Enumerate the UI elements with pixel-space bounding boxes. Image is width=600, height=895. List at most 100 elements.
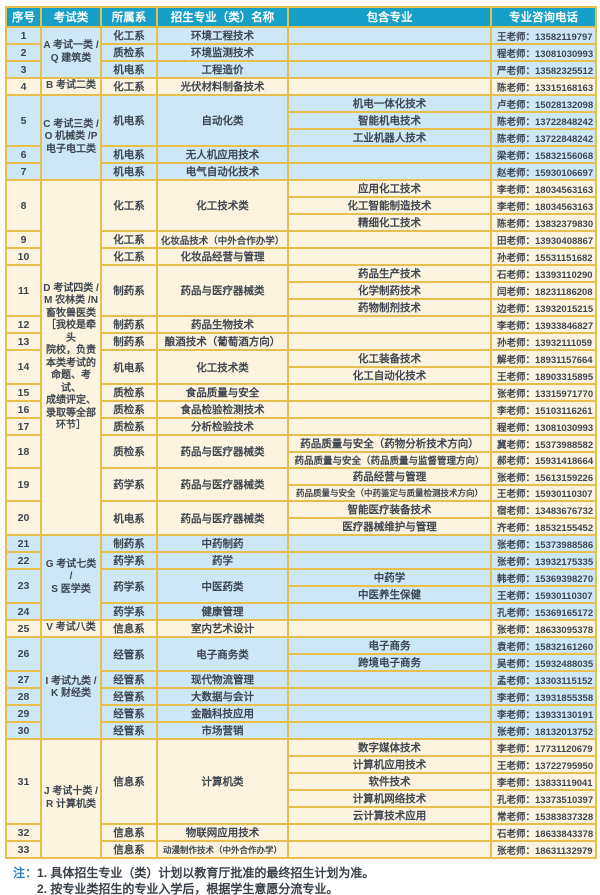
table-row: 6 机电系 无人机应用技术 梁老师：15832156068 bbox=[5, 145, 597, 164]
phone-cell: 李老师：13931855358 bbox=[490, 687, 597, 706]
phone-cell: 程老师：13081030993 bbox=[490, 417, 597, 436]
table-row: 25 V 考试八类 信息系 室内艺术设计 张老师：18633095378 bbox=[5, 619, 597, 638]
serial-cell: 23 bbox=[5, 568, 42, 604]
included-cell bbox=[287, 315, 492, 334]
table-row: 2 质检系 环境监测技术 程老师：13081030993 bbox=[5, 43, 597, 62]
included-cell bbox=[287, 687, 492, 706]
table-row: 32 信息系 物联网应用技术 石老师：18633843378 bbox=[5, 823, 597, 842]
phone-cell: 李老师：18034563163 bbox=[490, 179, 597, 198]
included-cell bbox=[287, 602, 492, 621]
serial-cell: 18 bbox=[5, 434, 42, 469]
major-cell: 分析检验技术 bbox=[156, 417, 289, 436]
department-cell: 经管系 bbox=[100, 670, 158, 689]
phone-cell: 李老师：18034563163 bbox=[490, 196, 597, 215]
col-phone: 专业咨询电话 bbox=[490, 6, 597, 28]
phone-cell: 陈老师：13722848242 bbox=[490, 128, 597, 147]
department-cell: 化工系 bbox=[100, 26, 158, 45]
table-row: 21 G 考试七类 / S 医学类 制药系 中药制药 张老师：15373988586 bbox=[5, 534, 597, 621]
col-serial: 序号 bbox=[5, 6, 42, 28]
table-row: 31 J 考试十类 / R 计算机类 信息系 计算机类 数字媒体技术 李老师：1773112… bbox=[5, 738, 597, 859]
col-major-name: 招生专业（类）名称 bbox=[156, 6, 289, 28]
major-cell: 电子商务类 bbox=[156, 636, 289, 672]
major-cell: 食品检验检测技术 bbox=[156, 400, 289, 419]
serial-cell: 7 bbox=[5, 162, 42, 181]
included-cell bbox=[287, 26, 492, 45]
department-cell: 机电系 bbox=[100, 94, 158, 147]
included-cell bbox=[287, 840, 492, 859]
included-cell: 云计算技术应用 bbox=[287, 806, 492, 825]
category-cell: G 考试七类 / S 医学类 bbox=[40, 534, 102, 621]
included-cell: 跨境电子商务 bbox=[287, 653, 492, 672]
included-cell: 机电一体化技术 bbox=[287, 94, 492, 113]
table-row: 药物制剂技术 边老师：13932015215 bbox=[6, 298, 597, 317]
department-cell: 质检系 bbox=[100, 383, 158, 402]
included-cell: 应用化工技术 bbox=[287, 179, 492, 198]
serial-cell: 3 bbox=[5, 60, 42, 79]
department-cell: 制药系 bbox=[100, 264, 158, 317]
department-cell: 经管系 bbox=[100, 636, 158, 672]
serial-cell: 15 bbox=[5, 383, 42, 402]
serial-cell: 11 bbox=[5, 264, 42, 317]
included-cell: 工业机器人技术 bbox=[287, 128, 492, 147]
phone-cell: 王老师：18903315895 bbox=[490, 366, 597, 385]
phone-cell: 宿老师：13483676732 bbox=[490, 500, 597, 519]
phone-cell: 赵老师：15930106697 bbox=[490, 162, 597, 181]
department-cell: 机电系 bbox=[100, 145, 158, 164]
table-row: 29 经管系 金融科技应用 李老师：13933130191 bbox=[5, 704, 597, 723]
serial-cell: 22 bbox=[5, 551, 42, 570]
phone-cell: 孙老师：13932111059 bbox=[490, 332, 597, 351]
table-row: 化工智能制造技术 李老师：18034563163 bbox=[6, 196, 597, 215]
major-cell: 自动化类 bbox=[156, 94, 289, 147]
department-cell: 信息系 bbox=[100, 840, 158, 859]
major-cell: 金融科技应用 bbox=[156, 704, 289, 723]
department-cell: 制药系 bbox=[100, 332, 158, 351]
table-row: 23 药学系 中医药类 中药学 韩老师：15369398270 bbox=[5, 568, 597, 604]
department-cell: 质检系 bbox=[100, 434, 158, 469]
table-row: 11 制药系 药品与医疗器械类 药品生产技术 石老师：13393110290 bbox=[5, 264, 597, 317]
major-cell: 现代物流管理 bbox=[156, 670, 289, 689]
serial-cell: 14 bbox=[5, 349, 42, 385]
major-cell: 化工技术类 bbox=[156, 349, 289, 385]
included-cell bbox=[287, 230, 492, 249]
phone-cell: 陈老师：13832379830 bbox=[490, 213, 597, 232]
major-cell: 酿酒技术（葡萄酒方向） bbox=[156, 332, 289, 351]
serial-cell: 5 bbox=[5, 94, 42, 147]
phone-cell: 李老师：13833119041 bbox=[490, 772, 597, 791]
serial-cell: 30 bbox=[5, 721, 42, 740]
department-cell: 药学系 bbox=[100, 602, 158, 621]
serial-cell: 17 bbox=[5, 417, 42, 436]
included-cell: 化工智能制造技术 bbox=[287, 196, 492, 215]
department-cell: 质检系 bbox=[100, 400, 158, 419]
department-cell: 经管系 bbox=[100, 704, 158, 723]
department-cell: 药学系 bbox=[100, 551, 158, 570]
table-row: 工业机器人技术 陈老师：13722848242 bbox=[6, 128, 597, 147]
phone-cell: 张老师：15613159226 bbox=[490, 467, 597, 486]
phone-cell: 卢老师：15028132098 bbox=[490, 94, 597, 113]
major-cell: 药品与医疗器械类 bbox=[156, 434, 289, 469]
included-cell bbox=[287, 551, 492, 570]
serial-cell: 2 bbox=[5, 43, 42, 62]
included-cell: 智能机电技术 bbox=[287, 111, 492, 130]
phone-cell: 孔老师：13373510397 bbox=[490, 789, 597, 808]
col-exam-category: 考试类 bbox=[40, 6, 102, 28]
included-cell: 化工自动化技术 bbox=[287, 366, 492, 385]
included-cell: 药物制剂技术 bbox=[287, 298, 492, 317]
table-row: 跨境电子商务 吴老师：15932488035 bbox=[6, 653, 597, 672]
table-row: 14 机电系 化工技术类 化工装备技术 解老师：18931157664 bbox=[5, 349, 597, 385]
department-cell: 化工系 bbox=[100, 179, 158, 232]
included-cell: 化学制药技术 bbox=[287, 281, 492, 300]
major-cell: 药品与医疗器械类 bbox=[156, 500, 289, 536]
major-cell: 动漫制作技术（中外合作办学） bbox=[156, 840, 289, 859]
included-cell: 计算机应用技术 bbox=[287, 755, 492, 774]
phone-cell: 王老师：13722795950 bbox=[490, 755, 597, 774]
department-cell: 信息系 bbox=[100, 619, 158, 638]
major-cell: 物联网应用技术 bbox=[156, 823, 289, 842]
major-cell: 室内艺术设计 bbox=[156, 619, 289, 638]
phone-cell: 严老师：13582325512 bbox=[490, 60, 597, 79]
table-row: 医疗器械维护与管理 齐老师：18532155452 bbox=[6, 517, 597, 536]
serial-cell: 27 bbox=[5, 670, 42, 689]
